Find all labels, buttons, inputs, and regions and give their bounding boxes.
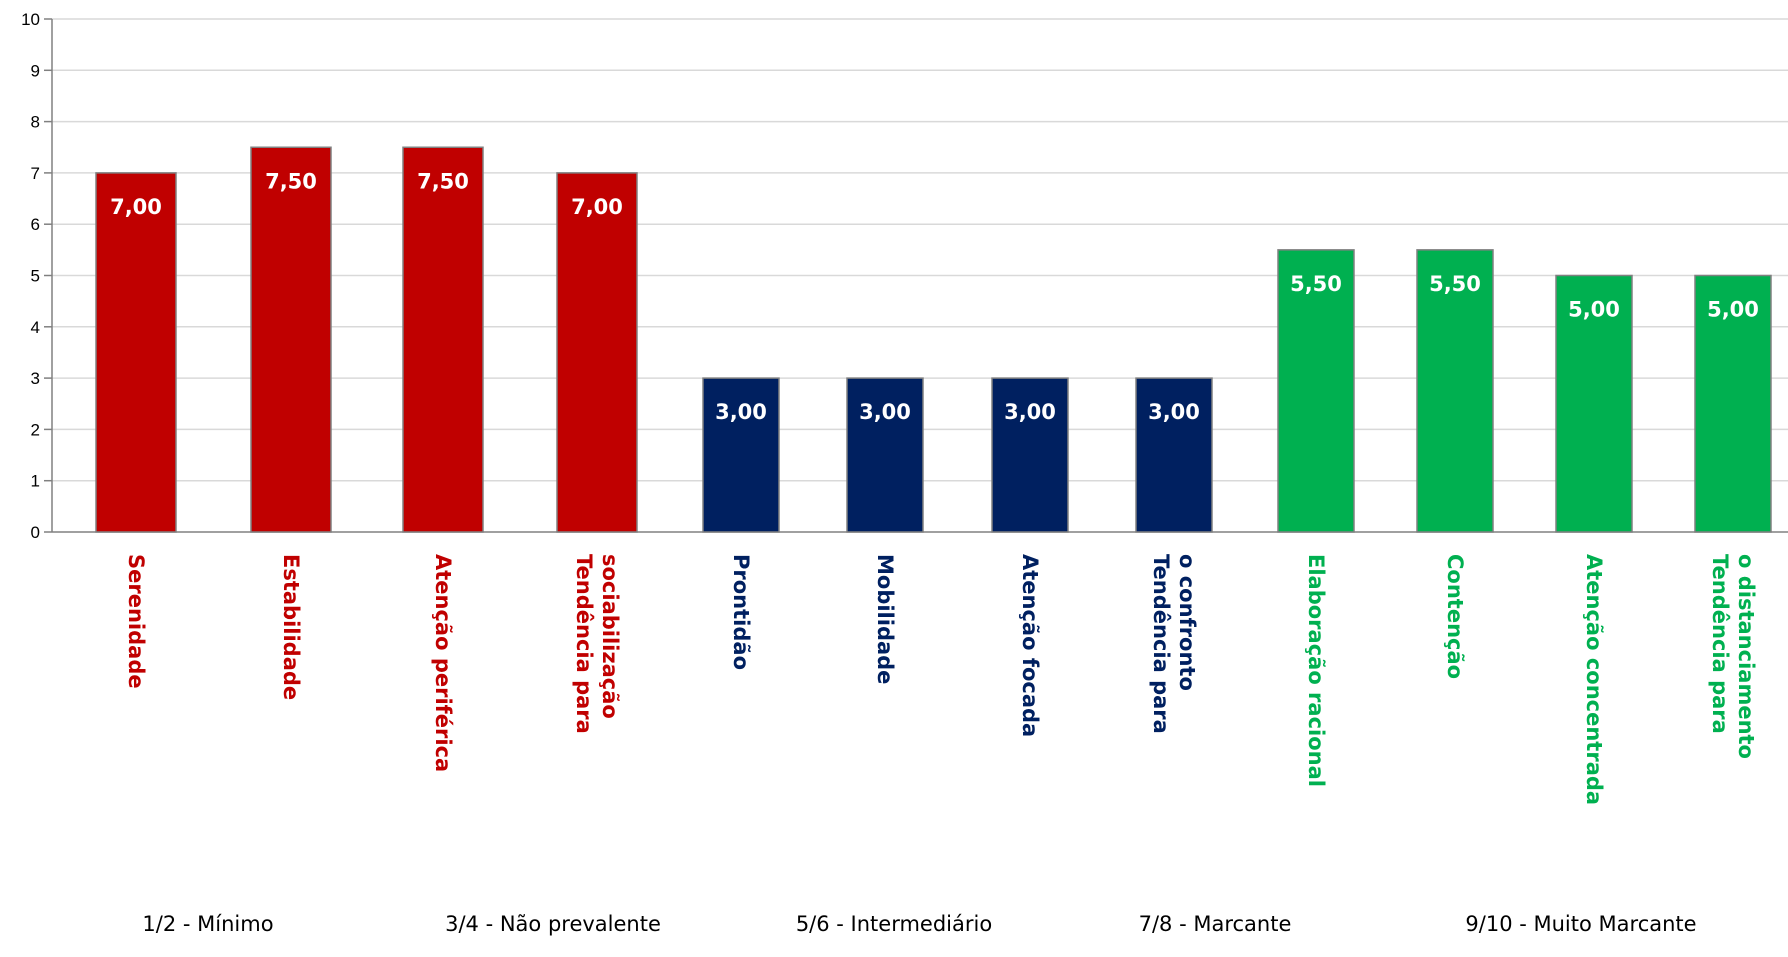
bar-tendencia-para-sociabilizacao (556, 172, 638, 533)
bar-tendencia-para-o-distanciamento (1694, 274, 1772, 533)
data-label-tendencia-para-o-confronto: 3,00 (1148, 400, 1200, 424)
data-label-contencao: 5,50 (1429, 272, 1481, 296)
category-label-serenidade: Serenidade (124, 554, 148, 689)
category-label-contencao: Contenção (1443, 554, 1467, 679)
bar-elaboracao-racional (1277, 249, 1355, 533)
y-tick-label: 1 (31, 472, 40, 491)
bar-mobilidade (846, 377, 924, 533)
category-label-line: Estabilidade (279, 554, 303, 700)
category-label-tendencia-para-o-distanciamento: Tendência parao distanciamento (1708, 554, 1758, 759)
legend: 1/2 - Mínimo 3/4 - Não prevalente 5/6 - … (0, 912, 1788, 952)
category-label-tendencia-para-sociabilizacao: Tendência parasociabilização (572, 554, 622, 734)
y-tick-label: 3 (31, 369, 40, 388)
gridlines (52, 18, 1788, 482)
y-tick-label: 7 (31, 164, 40, 183)
data-label-serenidade: 7,00 (110, 195, 162, 219)
category-label-line: Elaboração racional (1304, 554, 1328, 787)
category-label-line: Atenção focada (1018, 554, 1042, 737)
y-tick-label: 5 (31, 267, 40, 286)
category-label-elaboracao-racional: Elaboração racional (1304, 554, 1328, 787)
y-tick-label: 10 (21, 10, 40, 29)
y-tick-label: 9 (31, 61, 40, 80)
legend-item-minimo: 1/2 - Mínimo (142, 912, 274, 936)
category-label-mobilidade: Mobilidade (873, 554, 897, 684)
category-label-line: Atenção concentrada (1582, 554, 1606, 805)
category-label-line: Tendência para (572, 554, 596, 734)
category-labels: Serenidade Estabilidade Atenção periférica… (124, 554, 1758, 805)
bars: 7,00 7,50 7,50 7,00 3,00 3,00 3,00 3,00 5,50 5,50… (95, 146, 1772, 533)
legend-item-marcante: 7/8 - Marcante (1138, 912, 1292, 936)
bar-chart: 0 1 2 3 4 5 6 7 8 9 10 7,00 7,50 7,50 7,00 3,00 3,00 3,0… (21, 10, 1788, 805)
category-label-line: Atenção periférica (431, 554, 455, 772)
category-label-line: Tendência para (1149, 554, 1173, 734)
category-label-tendencia-para-o-confronto: Tendência parao confronto (1149, 554, 1199, 734)
y-tick-label: 6 (31, 215, 40, 234)
data-label-prontidao: 3,00 (715, 400, 767, 424)
category-label-estabilidade: Estabilidade (279, 554, 303, 700)
category-label-line: Serenidade (124, 554, 148, 689)
data-label-elaboracao-racional: 5,50 (1290, 272, 1342, 296)
category-label-line: sociabilização (598, 554, 622, 719)
category-label-line: o distanciamento (1734, 554, 1758, 759)
legend-item-muito-marcante: 9/10 - Muito Marcante (1465, 912, 1697, 936)
bar-tendencia-para-o-confronto (1135, 377, 1213, 533)
data-label-tendencia-para-o-distanciamento: 5,00 (1707, 298, 1759, 322)
category-label-line: o confronto (1175, 554, 1199, 691)
bar-contencao (1416, 249, 1494, 533)
y-tick-label: 2 (31, 420, 40, 439)
category-label-line: Contenção (1443, 554, 1467, 679)
category-label-atencao-focada: Atenção focada (1018, 554, 1042, 737)
y-tick-label: 8 (31, 113, 40, 132)
data-label-estabilidade: 7,50 (265, 169, 317, 193)
bar-prontidao (702, 377, 780, 533)
data-label-atencao-focada: 3,00 (1004, 400, 1056, 424)
category-label-atencao-periferica: Atenção periférica (431, 554, 455, 772)
y-tick-label: 0 (31, 523, 40, 542)
bar-atencao-focada (991, 377, 1069, 533)
category-label-prontidao: Prontidão (729, 554, 753, 670)
category-label-line: Tendência para (1708, 554, 1732, 734)
bar-serenidade (95, 172, 177, 533)
category-label-atencao-concentrada: Atenção concentrada (1582, 554, 1606, 805)
legend-item-nao-prevalente: 3/4 - Não prevalente (445, 912, 661, 936)
category-label-line: Prontidão (729, 554, 753, 670)
bar-estabilidade (250, 146, 332, 533)
legend-item-intermediario: 5/6 - Intermediário (795, 912, 993, 936)
data-label-atencao-concentrada: 5,00 (1568, 298, 1620, 322)
bar-atencao-periferica (402, 146, 484, 533)
data-label-mobilidade: 3,00 (859, 400, 911, 424)
data-label-tendencia-para-sociabilizacao: 7,00 (571, 195, 623, 219)
bar-atencao-concentrada (1555, 274, 1633, 533)
y-tick-label: 4 (31, 318, 40, 337)
data-label-atencao-periferica: 7,50 (417, 169, 469, 193)
category-label-line: Mobilidade (873, 554, 897, 684)
